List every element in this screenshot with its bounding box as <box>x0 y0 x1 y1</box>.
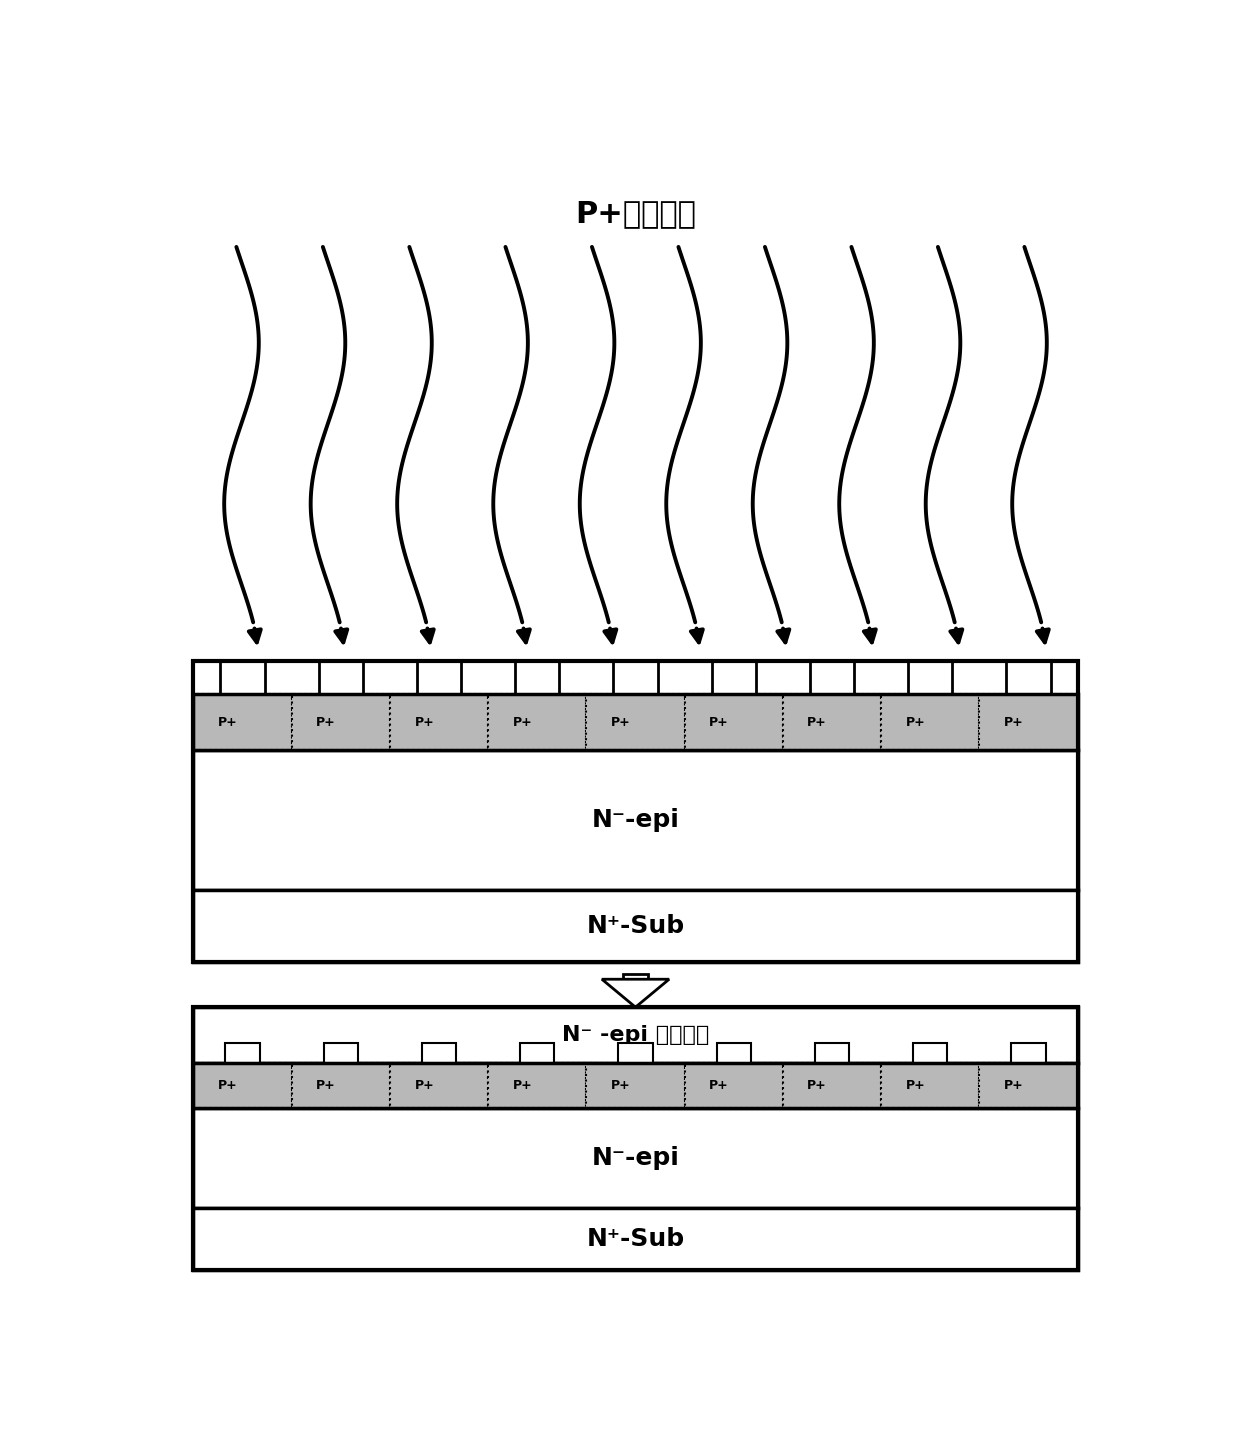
Bar <box>1012 1043 1045 1063</box>
Bar <box>882 694 980 751</box>
Bar <box>810 661 854 694</box>
Bar <box>1007 661 1050 694</box>
Text: N⁻-epi: N⁻-epi <box>591 807 680 832</box>
Text: P+: P+ <box>1004 716 1023 729</box>
Bar <box>489 694 587 751</box>
Bar <box>515 661 559 694</box>
Text: P+: P+ <box>218 716 238 729</box>
Bar <box>417 661 461 694</box>
Text: P+: P+ <box>709 716 729 729</box>
Bar <box>193 1063 291 1108</box>
Bar <box>226 1043 259 1063</box>
Bar <box>193 1008 1078 1270</box>
Bar <box>587 694 684 751</box>
Text: P+: P+ <box>316 716 336 729</box>
Bar <box>193 694 1078 751</box>
Bar <box>908 661 952 694</box>
Bar <box>684 1063 782 1108</box>
Bar <box>389 1063 489 1108</box>
Bar <box>980 1063 1078 1108</box>
Bar <box>193 1208 1078 1270</box>
Text: P+: P+ <box>512 1079 532 1092</box>
Bar <box>489 1063 587 1108</box>
Text: P+: P+ <box>807 716 827 729</box>
Text: N⁻ -epi 二次外延: N⁻ -epi 二次外延 <box>562 1025 709 1045</box>
Bar <box>422 1043 456 1063</box>
Bar <box>291 694 389 751</box>
Polygon shape <box>601 979 670 1008</box>
Text: P+: P+ <box>414 1079 434 1092</box>
Text: P+: P+ <box>611 1079 631 1092</box>
Bar <box>782 694 882 751</box>
Bar <box>193 1008 1078 1063</box>
Bar <box>614 661 657 694</box>
Bar <box>389 694 489 751</box>
Bar <box>587 1063 684 1108</box>
Bar <box>913 1043 947 1063</box>
Bar <box>815 1043 849 1063</box>
Bar <box>980 694 1078 751</box>
Bar <box>221 661 264 694</box>
Bar <box>624 974 647 979</box>
Bar <box>193 1108 1078 1208</box>
Text: N⁻-epi: N⁻-epi <box>591 1146 680 1170</box>
Bar <box>193 890 1078 963</box>
Text: N⁺-Sub: N⁺-Sub <box>587 915 684 938</box>
Bar <box>193 751 1078 890</box>
Bar <box>684 694 782 751</box>
Bar <box>193 1063 1078 1108</box>
Text: P+: P+ <box>611 716 631 729</box>
Bar <box>193 661 1078 963</box>
Text: P+: P+ <box>512 716 532 729</box>
Bar <box>520 1043 554 1063</box>
Text: N⁺-Sub: N⁺-Sub <box>587 1227 684 1252</box>
Bar <box>291 1063 389 1108</box>
Bar <box>193 694 291 751</box>
Text: P+: P+ <box>414 716 434 729</box>
Text: P+: P+ <box>316 1079 336 1092</box>
Bar <box>319 661 363 694</box>
Bar <box>619 1043 652 1063</box>
Text: P+离子注入: P+离子注入 <box>575 199 696 228</box>
Text: P+: P+ <box>218 1079 238 1092</box>
Bar <box>782 1063 882 1108</box>
Text: P+: P+ <box>1004 1079 1023 1092</box>
Text: P+: P+ <box>807 1079 827 1092</box>
Bar <box>717 1043 751 1063</box>
Text: P+: P+ <box>905 716 925 729</box>
Bar <box>882 1063 980 1108</box>
Bar <box>712 661 756 694</box>
Text: P+: P+ <box>709 1079 729 1092</box>
Text: P+: P+ <box>905 1079 925 1092</box>
Bar <box>324 1043 358 1063</box>
